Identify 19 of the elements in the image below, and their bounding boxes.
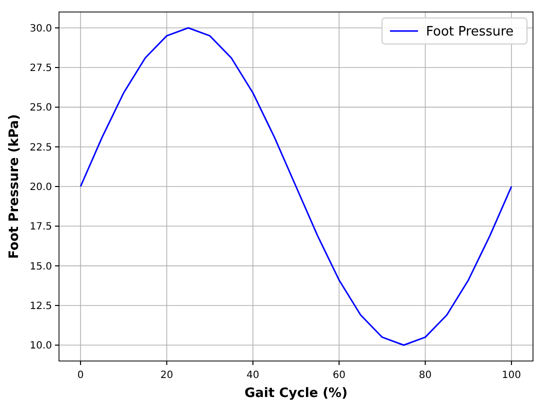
y-tick-label: 15.0 [30,261,52,272]
legend-label: Foot Pressure [426,24,514,40]
x-tick-label: 100 [502,370,521,381]
y-tick-label: 27.5 [30,63,52,74]
y-tick-label: 12.5 [30,300,52,312]
x-tick-label: 20 [160,370,174,381]
y-tick-label: 10.0 [30,340,52,352]
y-tick-label: 25.0 [30,102,52,114]
x-tick-label: 40 [246,370,260,381]
y-tick-label: 17.5 [30,222,52,233]
y-tick-label: 22.5 [30,142,52,154]
y-tick-label: 20.0 [30,182,52,193]
x-tick-label: 60 [332,370,346,381]
y-axis-title: Foot Pressure (kPa) [7,114,22,259]
x-axis-title: Gait Cycle (%) [244,386,348,401]
x-tick-label: 80 [418,370,432,381]
y-tick-label: 30.0 [30,23,52,34]
x-tick-label: 0 [77,370,84,381]
line-series [80,27,512,346]
